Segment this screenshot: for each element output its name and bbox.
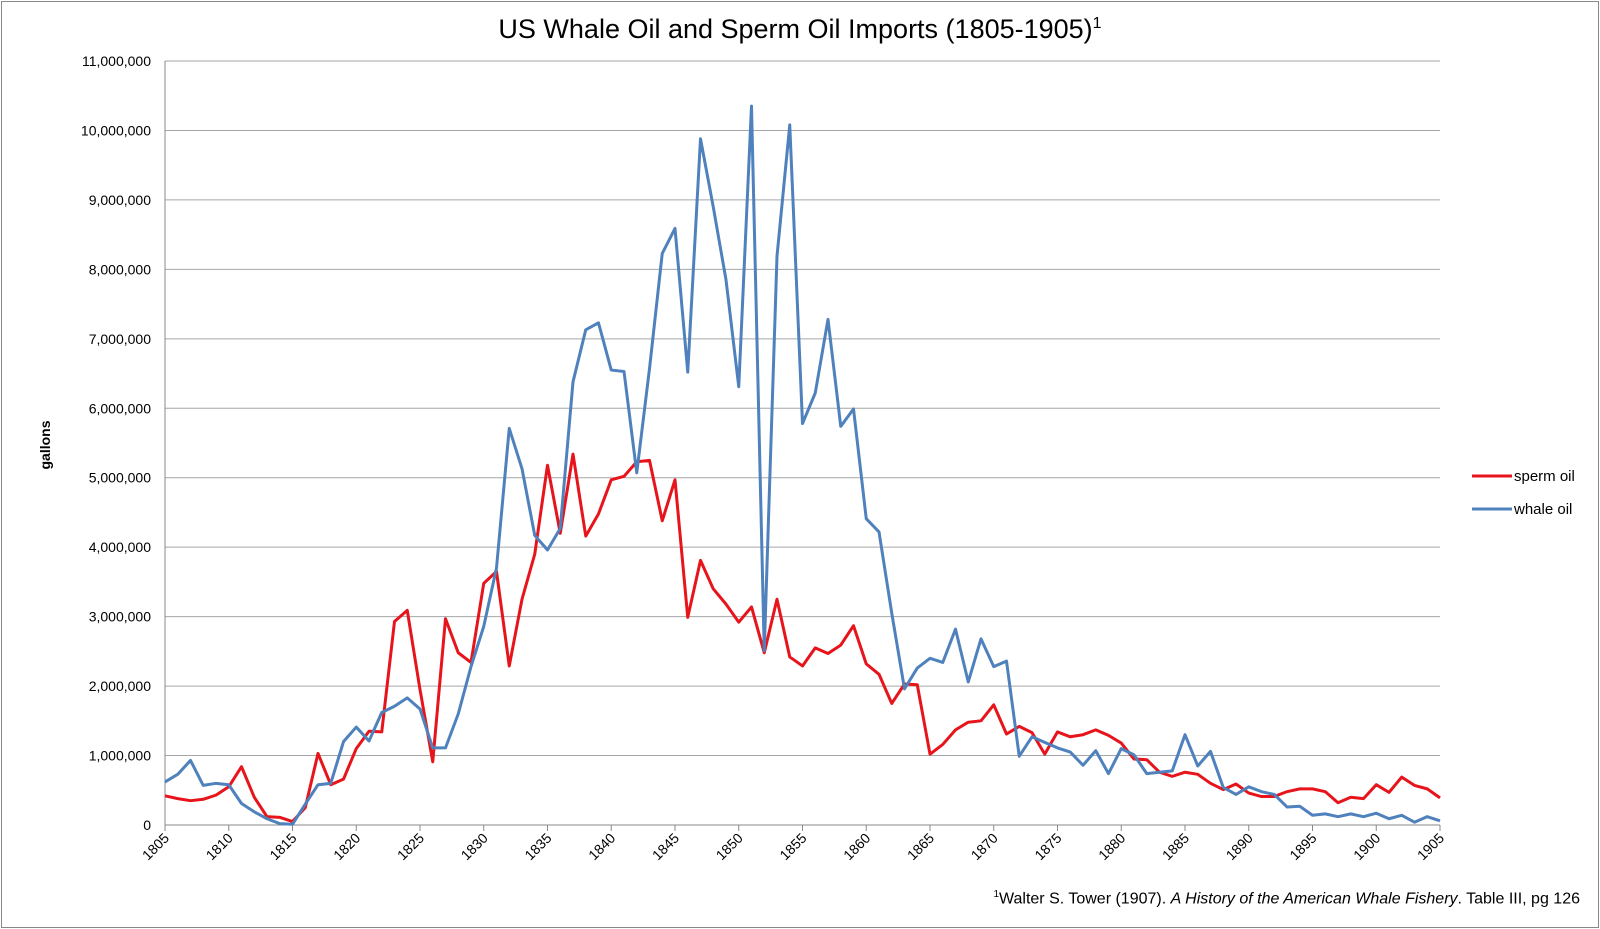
legend-label: whale oil xyxy=(1513,501,1572,518)
y-tick-label: 3,000,000 xyxy=(89,609,151,625)
y-tick-label: 7,000,000 xyxy=(89,331,151,347)
source-book: A History of the American Whale Fishery xyxy=(1170,890,1458,908)
data-line xyxy=(164,452,1441,824)
y-tick-label: 1,000,000 xyxy=(89,748,151,764)
y-tick-label: 6,000,000 xyxy=(89,400,151,416)
y-tick-label: 9,000,000 xyxy=(89,192,151,208)
legend-label: sperm oil xyxy=(1514,468,1575,485)
y-tick-label: 8,000,000 xyxy=(89,261,151,277)
y-tick-label: 5,000,000 xyxy=(89,470,151,486)
y-tick-label: 0 xyxy=(143,817,151,833)
title-note: 1 xyxy=(1093,15,1102,32)
source-note: 1Walter S. Tower (1907). A History of th… xyxy=(993,889,1580,908)
y-tick-label: 2,000,000 xyxy=(89,678,151,694)
source-author: Walter S. Tower (1907). xyxy=(999,890,1171,908)
source-marker: 1 xyxy=(993,889,999,900)
data-line xyxy=(164,104,1441,826)
chart-title-group: US Whale Oil and Sperm Oil Imports (1805… xyxy=(498,14,1101,44)
source-rest: . Table III, pg 126 xyxy=(1457,890,1580,908)
y-axis-label: gallons xyxy=(37,420,53,469)
y-tick-label: 10,000,000 xyxy=(81,122,151,138)
y-tick-label: 11,000,000 xyxy=(82,53,151,69)
y-tick-label: 4,000,000 xyxy=(89,539,151,555)
chart-title: US Whale Oil and Sperm Oil Imports (1805… xyxy=(498,14,1092,44)
